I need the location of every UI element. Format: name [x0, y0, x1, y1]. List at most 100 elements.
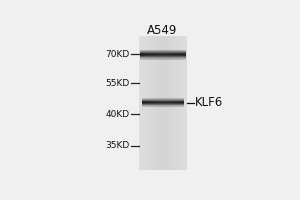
Bar: [172, 36, 173, 170]
Bar: [142, 103, 184, 104]
Bar: [140, 50, 186, 51]
Bar: [165, 98, 167, 107]
Text: A549: A549: [147, 24, 177, 37]
Bar: [165, 50, 168, 60]
Bar: [182, 98, 184, 107]
Bar: [175, 50, 177, 60]
Bar: [144, 98, 146, 107]
Bar: [167, 98, 169, 107]
Bar: [153, 98, 155, 107]
Bar: [140, 36, 141, 170]
Bar: [154, 50, 156, 60]
Bar: [140, 53, 186, 54]
Bar: [148, 36, 150, 170]
Bar: [158, 36, 159, 170]
Bar: [156, 36, 157, 170]
Bar: [142, 104, 184, 105]
Bar: [140, 54, 186, 55]
Bar: [142, 106, 184, 107]
Bar: [161, 50, 163, 60]
Bar: [169, 98, 171, 107]
Bar: [142, 102, 184, 103]
Bar: [160, 36, 162, 170]
Bar: [168, 50, 170, 60]
Bar: [185, 36, 186, 170]
Bar: [140, 58, 186, 59]
Bar: [149, 50, 152, 60]
Bar: [140, 52, 186, 53]
Bar: [140, 57, 186, 58]
Bar: [142, 105, 184, 106]
Bar: [143, 36, 145, 170]
Bar: [142, 50, 145, 60]
Bar: [151, 98, 153, 107]
Bar: [175, 36, 176, 170]
Bar: [153, 36, 154, 170]
Bar: [151, 36, 152, 170]
Bar: [168, 36, 169, 170]
Text: KLF6: KLF6: [194, 96, 223, 109]
Bar: [156, 50, 158, 60]
Bar: [142, 98, 144, 107]
Bar: [170, 36, 172, 170]
Bar: [147, 50, 149, 60]
Bar: [178, 98, 180, 107]
Bar: [141, 36, 142, 170]
Bar: [142, 100, 184, 101]
Bar: [163, 98, 165, 107]
Bar: [152, 50, 154, 60]
Text: 35KD: 35KD: [105, 141, 129, 150]
Bar: [180, 98, 182, 107]
Bar: [159, 98, 161, 107]
Bar: [178, 36, 179, 170]
Bar: [140, 51, 186, 52]
Bar: [142, 101, 184, 102]
Bar: [146, 36, 147, 170]
Bar: [140, 50, 142, 60]
Bar: [152, 36, 153, 170]
Bar: [184, 50, 186, 60]
Bar: [164, 36, 166, 170]
Bar: [161, 98, 163, 107]
Bar: [163, 50, 165, 60]
Bar: [167, 36, 168, 170]
Text: 70KD: 70KD: [105, 50, 129, 59]
Bar: [159, 36, 160, 170]
Bar: [142, 99, 184, 100]
Bar: [150, 36, 151, 170]
Text: 40KD: 40KD: [105, 110, 129, 119]
Bar: [158, 50, 161, 60]
Bar: [147, 36, 148, 170]
Bar: [173, 98, 175, 107]
Bar: [171, 98, 173, 107]
Bar: [145, 50, 147, 60]
Bar: [183, 36, 184, 170]
Bar: [148, 98, 151, 107]
Bar: [179, 50, 182, 60]
Bar: [173, 36, 174, 170]
Bar: [142, 98, 184, 99]
Bar: [162, 36, 163, 170]
Bar: [139, 36, 140, 170]
Bar: [179, 36, 180, 170]
Bar: [186, 36, 188, 170]
Bar: [180, 36, 182, 170]
Bar: [184, 36, 185, 170]
Bar: [174, 36, 175, 170]
Bar: [169, 36, 170, 170]
Bar: [157, 98, 159, 107]
Bar: [142, 36, 143, 170]
Bar: [155, 98, 157, 107]
Bar: [176, 98, 178, 107]
Bar: [146, 98, 148, 107]
Bar: [139, 36, 188, 170]
Bar: [182, 50, 184, 60]
Bar: [182, 36, 183, 170]
Bar: [140, 56, 186, 57]
Text: 55KD: 55KD: [105, 79, 129, 88]
Bar: [166, 36, 167, 170]
Bar: [172, 50, 175, 60]
Bar: [163, 36, 164, 170]
Bar: [140, 55, 186, 56]
Bar: [145, 36, 146, 170]
